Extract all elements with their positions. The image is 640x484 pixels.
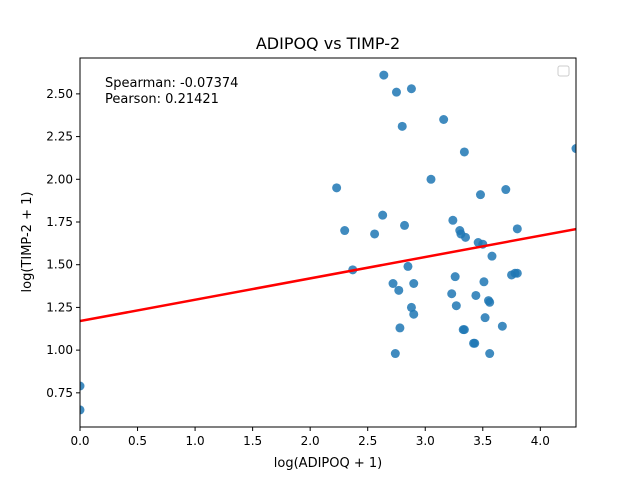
data-point bbox=[391, 87, 401, 97]
plot-area bbox=[79, 57, 577, 428]
data-point bbox=[512, 268, 522, 278]
data-point bbox=[340, 226, 350, 236]
data-point bbox=[451, 301, 461, 311]
y-tick-label: 2.00 bbox=[46, 172, 73, 186]
data-point bbox=[409, 279, 419, 288]
x-axis-ticks: 0.0 0.5 1.0 1.5 2.0 2.5 3.0 3.5 4.0 bbox=[70, 427, 550, 448]
y-tick-label: 1.75 bbox=[46, 215, 73, 229]
plot-marks bbox=[80, 70, 576, 415]
regression-line bbox=[80, 227, 576, 323]
data-point bbox=[459, 147, 469, 157]
x-tick-label: 2.0 bbox=[301, 434, 320, 448]
x-tick-label: 3.5 bbox=[473, 434, 492, 448]
data-point bbox=[448, 215, 458, 225]
data-point bbox=[80, 381, 85, 391]
y-tick-label: 2.50 bbox=[46, 87, 73, 101]
data-point bbox=[426, 174, 436, 184]
data-point bbox=[332, 183, 342, 193]
data-point bbox=[395, 323, 405, 333]
y-tick-label: 0.75 bbox=[46, 386, 73, 400]
x-tick-label: 1.5 bbox=[243, 434, 262, 448]
x-tick-label: 3.0 bbox=[416, 434, 435, 448]
data-point bbox=[485, 297, 495, 307]
data-point bbox=[403, 261, 413, 271]
data-point bbox=[394, 285, 404, 295]
data-point bbox=[450, 272, 460, 282]
data-point bbox=[479, 277, 489, 287]
data-point bbox=[571, 144, 576, 154]
data-point bbox=[80, 405, 85, 415]
axes-frame bbox=[79, 57, 577, 428]
data-point bbox=[378, 210, 388, 220]
x-axis-label: log(ADIPOQ + 1) bbox=[274, 456, 382, 471]
data-point bbox=[480, 313, 490, 323]
x-tick-label: 0.5 bbox=[128, 434, 147, 448]
data-point bbox=[409, 309, 419, 319]
data-point bbox=[390, 349, 400, 359]
data-point bbox=[400, 220, 410, 230]
data-point bbox=[459, 325, 469, 335]
spearman-annotation: Spearman: -0.07374 bbox=[105, 76, 238, 91]
data-point bbox=[470, 338, 480, 348]
data-point bbox=[487, 251, 497, 261]
y-axis-label: log(TIMP-2 + 1) bbox=[20, 192, 35, 293]
x-tick-label: 4.0 bbox=[531, 434, 550, 448]
data-point bbox=[439, 115, 449, 124]
data-point bbox=[475, 190, 485, 200]
legend-box bbox=[557, 65, 570, 77]
data-point bbox=[447, 289, 457, 299]
data-point bbox=[497, 321, 507, 331]
y-tick-label: 1.50 bbox=[46, 258, 73, 272]
data-point bbox=[397, 121, 407, 131]
x-tick-label: 0.0 bbox=[70, 434, 89, 448]
chart-title: ADIPOQ vs TIMP-2 bbox=[256, 34, 400, 53]
data-point bbox=[471, 290, 481, 300]
data-point bbox=[461, 232, 471, 242]
y-tick-label: 1.25 bbox=[46, 300, 73, 314]
data-point bbox=[501, 185, 511, 195]
y-axis-ticks: 0.75 1.00 1.25 1.50 1.75 2.00 2.25 2.50 bbox=[46, 87, 80, 400]
pearson-annotation: Pearson: 0.21421 bbox=[105, 92, 219, 107]
data-point bbox=[370, 229, 380, 239]
x-tick-label: 1.0 bbox=[186, 434, 205, 448]
data-point bbox=[406, 84, 416, 94]
data-point bbox=[379, 70, 389, 80]
y-tick-label: 1.00 bbox=[46, 343, 73, 357]
x-tick-label: 2.5 bbox=[358, 434, 377, 448]
data-point bbox=[406, 302, 416, 312]
y-tick-label: 2.25 bbox=[46, 130, 73, 144]
data-point bbox=[388, 279, 398, 288]
data-point bbox=[485, 349, 495, 359]
data-point bbox=[512, 224, 522, 234]
